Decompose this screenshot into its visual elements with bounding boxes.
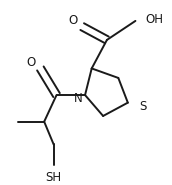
Text: SH: SH: [46, 171, 62, 184]
Text: O: O: [26, 56, 35, 69]
Text: N: N: [74, 92, 83, 105]
Text: S: S: [139, 100, 147, 113]
Text: O: O: [68, 14, 77, 27]
Text: OH: OH: [145, 13, 163, 26]
